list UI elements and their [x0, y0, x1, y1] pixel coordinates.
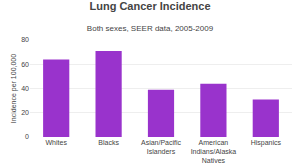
- svg-text:Asian/PacificIslanders: Asian/PacificIslanders: [141, 139, 182, 155]
- svg-text:20: 20: [21, 109, 29, 116]
- svg-text:Whites: Whites: [45, 139, 67, 146]
- svg-text:Lung Cancer Incidence: Lung Cancer Incidence: [89, 0, 210, 12]
- svg-text:80: 80: [21, 36, 29, 43]
- svg-text:Hispanics: Hispanics: [251, 139, 282, 147]
- svg-text:40: 40: [21, 85, 29, 92]
- svg-text:AmericanIndians/AlaskaNatives: AmericanIndians/AlaskaNatives: [191, 139, 237, 164]
- svg-text:0: 0: [25, 133, 29, 140]
- svg-text:Incidence per 100,000: Incidence per 100,000: [10, 54, 18, 123]
- svg-text:60: 60: [21, 61, 29, 68]
- svg-text:Both sexes, SEER data, 2005-20: Both sexes, SEER data, 2005-2009: [87, 24, 214, 33]
- svg-text:Blacks: Blacks: [98, 139, 119, 146]
